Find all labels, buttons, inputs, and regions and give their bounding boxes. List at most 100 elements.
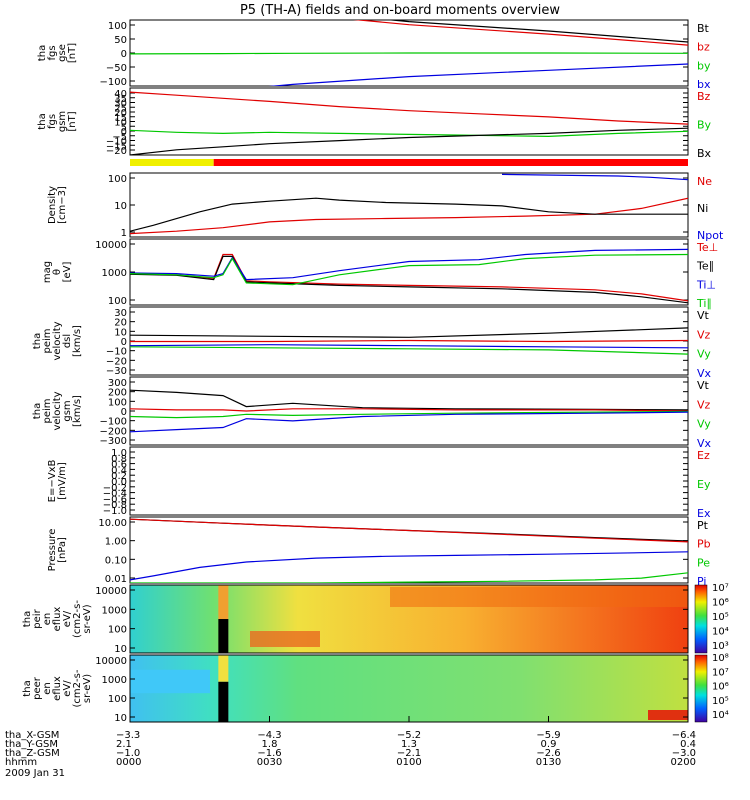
series-line-Bx <box>130 127 688 155</box>
panel-frame <box>129 516 689 584</box>
series-line-Vz <box>130 339 688 343</box>
ylabel-line: fgs <box>47 114 58 129</box>
ytick-label: 30 <box>114 99 127 110</box>
data-gap <box>218 681 229 722</box>
ytick-label: 50 <box>114 35 127 46</box>
series-line-Bz <box>130 91 688 125</box>
ylabel-line: (cm2-s- <box>72 669 83 707</box>
ylabel-line: peir <box>32 608 43 628</box>
xtick-label: 0000 <box>116 757 141 768</box>
xtick-label: 1.3 <box>401 739 417 750</box>
series-line-bz <box>352 20 688 46</box>
ytick-label: 100 <box>108 397 127 408</box>
xaxis-row-label: tha_Z-GSM <box>5 748 60 759</box>
xtick-label: 2.1 <box>116 739 132 750</box>
series-line-Ni <box>130 197 688 232</box>
ylabel-line: dsl <box>62 334 73 348</box>
xtick-label: 0.4 <box>680 739 696 750</box>
legend-entry: Pe <box>697 556 710 569</box>
legend-entry: Vx <box>697 437 712 450</box>
panel-frame <box>129 584 689 654</box>
ylabel-line: tha <box>32 333 43 349</box>
series-line-Vx <box>130 411 688 433</box>
legend-entry: Bx <box>697 147 712 160</box>
series-line-Pi <box>130 551 688 581</box>
ylabel-line: en <box>42 613 53 626</box>
ylabel-line: sr-eV) <box>82 604 93 633</box>
series-line-Vt <box>130 327 688 338</box>
ylabel-line: [eV] <box>62 262 73 283</box>
panel-electron_spectrogram: tha peer en eflux eV/(cm2-s-sr-eV) 10⁸ 10⁷ 10⁶ 1… <box>22 653 729 724</box>
ylabel-line: eV/ <box>62 610 73 627</box>
ylabel-line: peim <box>42 398 53 423</box>
ylabel-line: [nPa] <box>57 537 68 563</box>
colorbar <box>694 584 708 654</box>
spectrogram-feature <box>648 710 688 720</box>
ytick-label: 1.00 <box>105 537 127 548</box>
ytick-label: 10.00 <box>98 518 127 529</box>
ytick-label: −10 <box>106 347 127 358</box>
series-line-Te∥ <box>130 255 688 304</box>
ytick-label: −1.0 <box>103 506 127 517</box>
legend-entry: Ti⊥ <box>696 278 716 291</box>
ytick-label: 0 <box>121 127 127 138</box>
ytick-label: −50 <box>106 63 127 74</box>
panel-ion_spectrogram: tha peir en eflux eV/(cm2-s-sr-eV) 10⁷ 10⁶ 10⁵ 1… <box>22 583 729 655</box>
ylabel-line: velocity <box>52 321 63 360</box>
xtick-label: −1.6 <box>257 748 281 759</box>
spectrogram-feature <box>390 587 688 607</box>
ytick-label: −100 <box>100 417 127 428</box>
ytick-label: 10000 <box>95 656 127 667</box>
legend-entry: Ex <box>697 507 711 520</box>
ytick-label: 0.10 <box>105 555 127 566</box>
ylabel-line: fgs <box>47 45 58 60</box>
xtick-label: 0130 <box>536 757 561 768</box>
series-line-Vz <box>130 408 688 412</box>
ytick-label: 1000 <box>102 675 127 686</box>
ytick-label: 0.4 <box>111 465 127 476</box>
panel-frame <box>129 172 689 238</box>
ylabel-line: tha <box>37 45 48 61</box>
legend-entry: Vt <box>697 309 710 322</box>
ytick-label: −0.8 <box>103 500 127 511</box>
panel-efield: E=−VxB [mV/m] 1.00.80.60.40.20.0−0.2−0.4−0… <box>47 446 711 520</box>
plot-title: P5 (TH-A) fields and on-board moments ov… <box>240 3 560 18</box>
ylabel-line: E=−VxB <box>47 460 58 503</box>
ytick-label: 1000 <box>102 268 127 279</box>
legend-entry: Bt <box>697 22 710 35</box>
xtick-label: −6.4 <box>672 730 696 741</box>
colorbar-tick-label: 10⁷ <box>712 667 729 678</box>
legend-entry: Ez <box>697 449 710 462</box>
legend-entry: Pt <box>697 519 709 532</box>
ylabel-line: eflux <box>52 607 63 632</box>
xaxis-row-label: tha_Y-GSM <box>5 739 58 750</box>
ytick-label: −20 <box>106 356 127 367</box>
data-gap <box>218 619 229 653</box>
xtick-label: −2.6 <box>536 748 560 759</box>
ytick-label: 100 <box>108 694 127 705</box>
xtick-label: 0200 <box>671 757 696 768</box>
ytick-label: 1000 <box>102 605 127 616</box>
spectrogram-band <box>218 655 229 682</box>
series-line-Pb <box>130 518 688 543</box>
legend-entry: Ni <box>697 202 708 215</box>
ytick-label: −15 <box>106 141 127 152</box>
ylabel-line: [km/s] <box>72 395 83 427</box>
legend-entry: Bz <box>697 90 711 103</box>
series-line-Pe <box>130 572 688 583</box>
xtick-label: 0100 <box>396 757 421 768</box>
ytick-label: −0.2 <box>103 483 127 494</box>
series-line-Vx <box>130 344 688 349</box>
ytick-label: 10 <box>114 644 127 655</box>
series-line-Ti∥ <box>130 253 688 286</box>
series-line-Ti⊥ <box>130 248 688 281</box>
ytick-label: 0.01 <box>105 574 127 585</box>
colorbar-tick-label: 10⁴ <box>712 627 729 638</box>
ylabel-line: [nT] <box>67 111 78 131</box>
ytick-label: −0.4 <box>103 489 127 500</box>
legend-entry: By <box>697 119 712 132</box>
panel-frame <box>129 376 689 446</box>
series-line-Vt <box>130 389 688 411</box>
